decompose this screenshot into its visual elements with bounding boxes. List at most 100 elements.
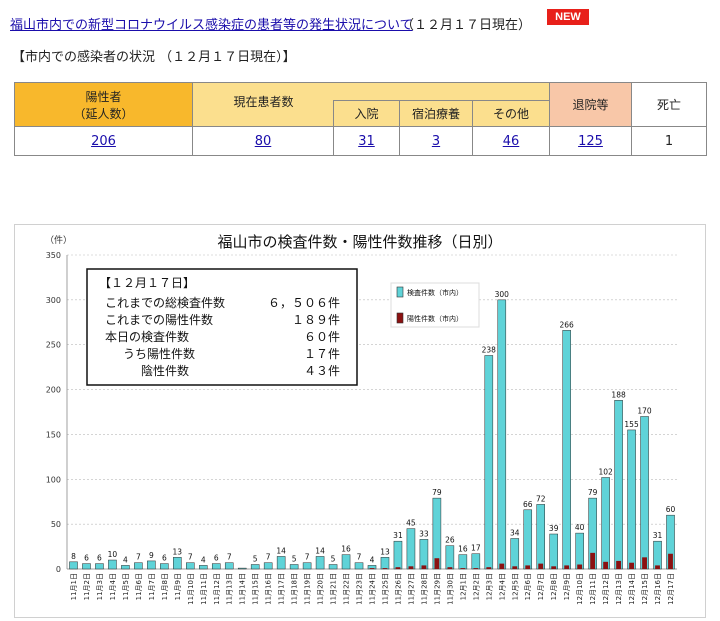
tests-data-label: 6 <box>162 554 167 563</box>
tests-data-label: 72 <box>536 494 546 503</box>
tests-bar <box>601 477 610 570</box>
bars-layer <box>69 299 675 570</box>
x-tick-label: 11月12日 <box>213 573 221 605</box>
tests-data-label: 8 <box>71 552 76 561</box>
tests-bar <box>82 563 91 570</box>
tests-bar <box>224 562 234 570</box>
tests-data-label: 102 <box>598 467 613 476</box>
summary-label-today-tests: 本日の検査件数 <box>105 329 189 344</box>
positive-bar <box>642 557 647 569</box>
x-tick-label: 11月28日 <box>420 573 428 605</box>
positive-value-link[interactable]: 206 <box>91 133 116 149</box>
positive-header-line1: 陽性者 <box>85 89 122 104</box>
x-tick-label: 11月20日 <box>317 573 325 605</box>
tests-data-label: 7 <box>305 553 310 562</box>
tests-bar <box>186 562 195 570</box>
tests-bar <box>250 564 260 570</box>
tests-data-label: 7 <box>188 553 193 562</box>
tests-data-label: 31 <box>653 531 663 540</box>
tests-data-label: 79 <box>432 488 442 497</box>
tests-bar <box>614 400 623 570</box>
x-tick-label: 11月6日 <box>135 573 143 600</box>
x-tick-label: 11月21日 <box>330 573 338 605</box>
current-cell: 80 <box>192 126 334 156</box>
covid-status-link[interactable]: 福山市内での新型コロナウイルス感染症の患者等の発生状況について <box>10 18 413 33</box>
hospital-value-link[interactable]: 31 <box>358 133 375 149</box>
tests-data-label: 7 <box>266 553 271 562</box>
tests-data-label: 79 <box>588 488 598 497</box>
tests-data-label: 34 <box>510 528 520 537</box>
tests-bar <box>354 562 364 570</box>
tests-data-label: 17 <box>471 544 481 553</box>
positive-bar <box>525 565 531 569</box>
positive-bar <box>395 567 401 569</box>
summary-heading: 【１２月１７日】 <box>99 276 195 290</box>
tests-data-label: 300 <box>495 290 510 299</box>
positive-bar <box>434 558 440 569</box>
tests-bar <box>393 540 403 570</box>
summary-value-today-tests: ６０件 <box>304 330 340 344</box>
positive-bar <box>603 561 609 569</box>
tests-data-label: 6 <box>97 554 102 563</box>
x-tick-label: 12月2日 <box>472 573 480 600</box>
other-value-link[interactable]: 46 <box>502 133 520 149</box>
tests-data-label: 16 <box>341 545 351 554</box>
y-tick-label: 0 <box>56 565 61 574</box>
recovered-value-link[interactable]: 125 <box>578 133 603 149</box>
x-tick-label: 12月4日 <box>498 573 506 600</box>
positive-bar <box>421 565 427 569</box>
current-patients-label: 現在患者数 <box>233 95 294 109</box>
tests-bar <box>575 532 584 570</box>
death-cell: 1 <box>631 126 707 156</box>
x-tick-label: 11月14日 <box>239 573 247 605</box>
x-tick-label: 11月27日 <box>407 573 415 605</box>
hotel-header: 宿泊療養 <box>399 100 473 127</box>
tests-bar <box>536 504 545 570</box>
tests-data-label: 14 <box>276 546 286 555</box>
positive-bar <box>512 566 518 569</box>
x-tick-label: 11月15日 <box>252 573 260 605</box>
tests-data-label: 31 <box>393 531 403 540</box>
positive-header: 陽性者 （延人数） <box>14 82 193 127</box>
tests-bar <box>328 564 338 570</box>
tests-bar <box>380 557 390 570</box>
tests-data-label: 4 <box>370 555 375 564</box>
x-tick-label: 12月11日 <box>589 573 597 605</box>
chart-title: 福山市の検査件数・陽性件数推移（日別） <box>217 233 502 251</box>
y-tick-label: 100 <box>46 475 61 484</box>
legend-swatch-positive <box>396 312 404 324</box>
positive-bar <box>538 563 544 569</box>
x-tick-label: 12月6日 <box>524 573 532 600</box>
tests-bar <box>147 560 156 570</box>
positive-bar <box>473 568 479 569</box>
tests-bar <box>302 562 312 570</box>
tests-bar <box>199 565 208 570</box>
x-tick-label: 11月9日 <box>174 573 182 600</box>
tests-data-label: 7 <box>136 553 141 562</box>
tests-bar <box>445 545 455 570</box>
tests-data-label: 7 <box>227 553 232 562</box>
x-tick-label: 12月10日 <box>576 573 584 605</box>
summary-label-negative: 陰性件数 <box>141 363 189 378</box>
tests-data-label: 4 <box>123 555 128 564</box>
death-value: 1 <box>664 133 674 149</box>
new-badge: NEW <box>547 9 589 25</box>
hospital-cell: 31 <box>333 126 400 156</box>
x-tick-label: 11月7日 <box>148 573 156 600</box>
tests-bar <box>69 561 78 570</box>
x-tick-label: 11月18日 <box>291 573 299 605</box>
hotel-value-link[interactable]: 3 <box>431 133 441 149</box>
other-header: その他 <box>472 100 550 127</box>
positive-bar <box>382 568 388 569</box>
tests-bar <box>484 355 494 570</box>
tests-bar <box>276 556 286 570</box>
current-value-link[interactable]: 80 <box>254 133 272 149</box>
tests-bar <box>160 563 169 570</box>
tests-bar <box>108 559 117 570</box>
tests-bar <box>471 553 481 570</box>
recovered-header: 退院等 <box>549 82 632 127</box>
tests-data-label: 39 <box>549 524 559 533</box>
positive-bar <box>655 565 660 569</box>
tests-data-label: 5 <box>331 555 336 564</box>
